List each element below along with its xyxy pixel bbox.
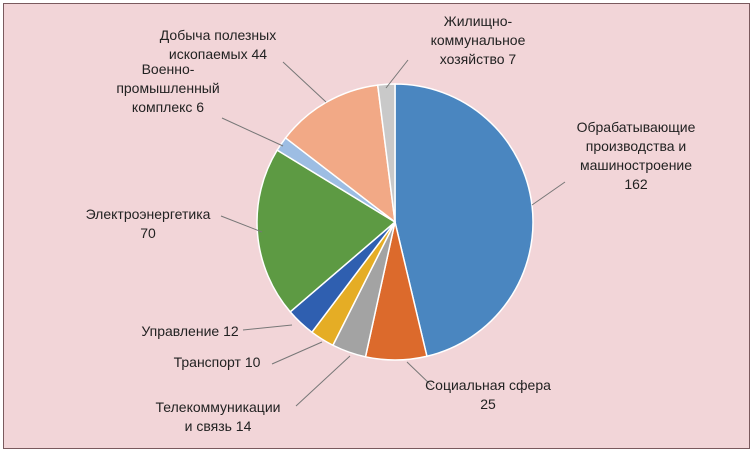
data-label-line: Телекоммуникации: [155, 399, 281, 415]
data-label-2: Телекоммуникации и связь 14: [156, 398, 281, 436]
data-label-line: Транспорт 10: [173, 354, 261, 370]
pie-slice-7: [284, 84, 396, 224]
data-label-line: Электроэнергетика: [85, 206, 211, 222]
data-label-line: Добыча полезных: [159, 27, 277, 43]
leader-line-8: [385, 59, 409, 89]
leader-line-5: [220, 215, 263, 233]
data-label-line: и связь 14: [184, 418, 252, 434]
data-label-line: комплекс 6: [131, 99, 205, 115]
data-label-line: 70: [140, 225, 156, 241]
data-label-line: Социальная сфера: [425, 377, 551, 393]
leader-line-2: [295, 355, 351, 407]
data-label-line: коммунальное: [430, 32, 526, 48]
data-label-line: Управление 12: [141, 323, 239, 339]
leader-line-0: [531, 181, 566, 206]
pie-slice-8: [376, 83, 396, 223]
pie-slice-0: [394, 83, 534, 358]
leader-line-4: [242, 324, 293, 331]
data-label-line: 25: [480, 396, 496, 412]
data-label-7: Добыча полезных ископаемых 44: [160, 26, 276, 64]
data-label-line: производства и: [585, 138, 687, 154]
data-label-1: Социальная сфера 25: [425, 376, 551, 414]
data-label-line: Жилищно-: [443, 13, 513, 29]
data-label-line: машиностроение: [579, 157, 693, 173]
data-label-3: Транспорт 10: [174, 353, 261, 372]
data-label-8: Жилищно-коммунальное хозяйство 7: [431, 12, 526, 69]
data-label-line: 162: [624, 176, 648, 192]
data-label-line: Обрабатывающие: [576, 119, 696, 135]
leader-line-1: [406, 361, 433, 387]
data-label-5: Электроэнергетика 70: [86, 205, 211, 243]
data-label-line: Военно-: [141, 61, 195, 77]
leader-line-3: [271, 341, 323, 365]
leader-line-6: [221, 117, 284, 147]
data-label-line: промышленный: [116, 80, 220, 96]
data-label-6: Военно-промышленный комплекс 6: [116, 60, 219, 117]
data-label-line: ископаемых 44: [168, 46, 268, 62]
data-label-line: хозяйство 7: [439, 51, 517, 67]
data-label-0: Обрабатывающие производства и машиностроен…: [577, 118, 696, 194]
leader-line-7: [282, 61, 327, 103]
pie-slice-5: [256, 149, 397, 313]
data-label-4: Управление 12: [141, 322, 238, 341]
